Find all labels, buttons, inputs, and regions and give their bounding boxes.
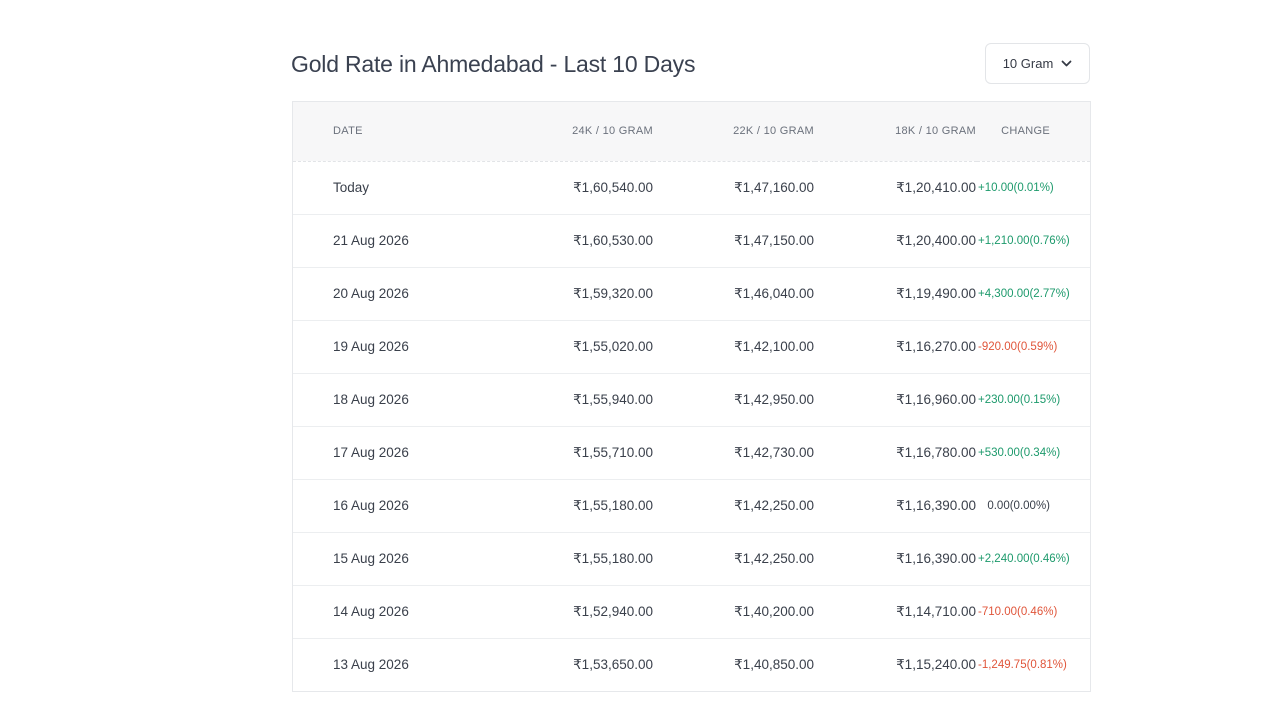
- cell-change: +230.00(0.15%): [977, 372, 1090, 426]
- cell-18k: ₹1,14,710.00: [815, 584, 977, 638]
- cell-date: 15 Aug 2026: [293, 531, 510, 585]
- table-row: Today ₹1,60,540.00 ₹1,47,160.00 ₹1,20,410.0…: [293, 161, 1090, 214]
- cell-22k: ₹1,42,250.00: [653, 478, 815, 532]
- header-24k: 24K / 10 GRAM: [510, 102, 653, 162]
- table-row: 19 Aug 2026 ₹1,55,020.00 ₹1,42,100.00 ₹1,16…: [293, 319, 1090, 373]
- cell-24k: ₹1,53,650.00: [510, 637, 653, 691]
- cell-change: -920.00(0.59%): [977, 319, 1090, 373]
- cell-18k: ₹1,16,270.00: [815, 319, 977, 373]
- cell-date: 21 Aug 2026: [293, 213, 510, 267]
- cell-18k: ₹1,20,400.00: [815, 213, 977, 267]
- cell-change: +530.00(0.34%): [977, 425, 1090, 479]
- chevron-down-icon: [1060, 58, 1072, 70]
- cell-22k: ₹1,42,950.00: [653, 372, 815, 426]
- unit-dropdown[interactable]: 10 Gram: [985, 43, 1090, 84]
- cell-24k: ₹1,55,180.00: [510, 531, 653, 585]
- cell-22k: ₹1,42,100.00: [653, 319, 815, 373]
- gold-rate-table: DATE 24K / 10 GRAM 22K / 10 GRAM 18K / 1…: [292, 101, 1091, 692]
- unit-dropdown-value: 10 Gram: [1002, 56, 1054, 71]
- table-row: 15 Aug 2026 ₹1,55,180.00 ₹1,42,250.00 ₹1,16…: [293, 531, 1090, 585]
- cell-22k: ₹1,40,200.00: [653, 584, 815, 638]
- cell-22k: ₹1,47,150.00: [653, 213, 815, 267]
- header-date: DATE: [293, 102, 510, 162]
- table-body: Today ₹1,60,540.00 ₹1,47,160.00 ₹1,20,410.0…: [293, 161, 1090, 691]
- cell-18k: ₹1,19,490.00: [815, 266, 977, 320]
- cell-18k: ₹1,16,390.00: [815, 478, 977, 532]
- table-row: 18 Aug 2026 ₹1,55,940.00 ₹1,42,950.00 ₹1,16…: [293, 372, 1090, 426]
- cell-24k: ₹1,59,320.00: [510, 266, 653, 320]
- cell-change: -1,249.75(0.81%): [977, 637, 1090, 691]
- cell-date: 18 Aug 2026: [293, 372, 510, 426]
- cell-18k: ₹1,20,410.00: [896, 179, 976, 195]
- cell-24k: ₹1,55,710.00: [510, 425, 653, 479]
- header-22k: 22K / 10 GRAM: [653, 102, 815, 162]
- cell-change: +4,300.00(2.77%): [977, 266, 1090, 320]
- table-row: 14 Aug 2026 ₹1,52,940.00 ₹1,40,200.00 ₹1,14…: [293, 584, 1090, 638]
- cell-18k: ₹1,16,390.00: [815, 531, 977, 585]
- table-row: 16 Aug 2026 ₹1,55,180.00 ₹1,42,250.00 ₹1,16…: [293, 478, 1090, 532]
- table-row: 21 Aug 2026 ₹1,60,530.00 ₹1,47,150.00 ₹1,20…: [293, 213, 1090, 267]
- cell-date: Today: [333, 180, 370, 195]
- cell-22k: ₹1,42,730.00: [653, 425, 815, 479]
- cell-change: 0.00(0.00%): [977, 478, 1090, 532]
- cell-24k: ₹1,55,020.00: [510, 319, 653, 373]
- cell-change: -710.00(0.46%): [977, 584, 1090, 638]
- header-change: CHANGE: [977, 102, 1090, 162]
- cell-24k: ₹1,52,940.00: [510, 584, 653, 638]
- table-row: 20 Aug 2026 ₹1,59,320.00 ₹1,46,040.00 ₹1,19…: [293, 266, 1090, 320]
- cell-22k: ₹1,40,850.00: [653, 637, 815, 691]
- cell-22k: ₹1,42,250.00: [653, 531, 815, 585]
- header-18k: 18K / 10 GRAM: [815, 102, 977, 162]
- cell-change: +10.00(0.01%): [978, 181, 1054, 194]
- cell-date: 16 Aug 2026: [293, 478, 510, 532]
- table-header-row: DATE 24K / 10 GRAM 22K / 10 GRAM 18K / 1…: [293, 102, 1090, 162]
- cell-22k: ₹1,47,160.00: [734, 179, 814, 195]
- cell-date: 20 Aug 2026: [293, 266, 510, 320]
- cell-18k: ₹1,16,960.00: [815, 372, 977, 426]
- cell-change: +1,210.00(0.76%): [977, 213, 1090, 267]
- cell-date: 19 Aug 2026: [293, 319, 510, 373]
- cell-date: 17 Aug 2026: [293, 425, 510, 479]
- cell-24k: ₹1,60,530.00: [510, 213, 653, 267]
- cell-24k: ₹1,55,940.00: [510, 372, 653, 426]
- cell-change: +2,240.00(0.46%): [977, 531, 1090, 585]
- cell-18k: ₹1,16,780.00: [815, 425, 977, 479]
- cell-24k: ₹1,55,180.00: [510, 478, 653, 532]
- cell-18k: ₹1,15,240.00: [815, 637, 977, 691]
- cell-24k: ₹1,60,540.00: [573, 179, 653, 195]
- table-row: 13 Aug 2026 ₹1,53,650.00 ₹1,40,850.00 ₹1,15…: [293, 637, 1090, 691]
- page-title: Gold Rate in Ahmedabad - Last 10 Days: [291, 51, 696, 77]
- cell-date: 14 Aug 2026: [293, 584, 510, 638]
- table-row: 17 Aug 2026 ₹1,55,710.00 ₹1,42,730.00 ₹1,16…: [293, 425, 1090, 479]
- cell-22k: ₹1,46,040.00: [653, 266, 815, 320]
- cell-date: 13 Aug 2026: [293, 637, 510, 691]
